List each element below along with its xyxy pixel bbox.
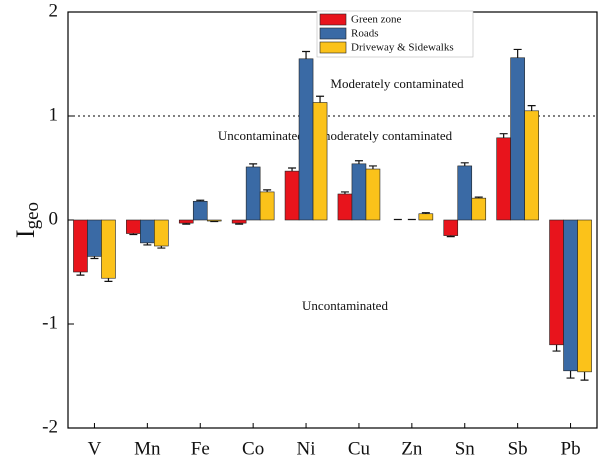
error-bar — [368, 165, 377, 170]
y-tick-label: -1 — [42, 312, 58, 333]
bar — [443, 219, 459, 236]
bar — [351, 163, 367, 221]
bar — [101, 219, 116, 279]
error-bar — [393, 218, 402, 221]
annotation: Moderately contaminated — [330, 76, 464, 91]
error-bar — [513, 48, 522, 58]
error-bar — [263, 189, 272, 192]
x-tick-label: Mn — [134, 438, 161, 459]
annotation: Uncontaminated — [302, 298, 388, 313]
bar — [245, 166, 261, 221]
bar — [524, 110, 539, 221]
legend-swatch — [319, 41, 347, 54]
bar — [192, 200, 208, 221]
legend-swatch — [319, 27, 347, 40]
y-label-sub: geo — [22, 202, 43, 229]
error-bar — [580, 371, 589, 381]
bar — [312, 102, 328, 221]
error-bar — [76, 272, 85, 276]
legend-label: Driveway & Sidewalks — [351, 42, 454, 54]
x-tick-label: Co — [242, 438, 264, 459]
error-bar — [354, 160, 363, 164]
error-bar — [235, 223, 244, 225]
bar — [365, 168, 381, 221]
bar — [178, 219, 194, 224]
legend-label: Green zone — [351, 14, 402, 26]
y-tick-label: -2 — [42, 416, 58, 437]
error-bar — [302, 50, 311, 59]
error-bar — [249, 163, 258, 167]
y-tick-label: 2 — [49, 0, 59, 21]
error-bar — [316, 95, 325, 103]
error-bar — [527, 105, 536, 111]
y-axis-label: Igeo — [11, 202, 43, 238]
legend-label: Roads — [351, 28, 379, 40]
bar — [563, 219, 578, 372]
error-bar — [196, 199, 205, 202]
x-tick-label: Sn — [455, 438, 476, 459]
bar — [284, 170, 300, 221]
x-tick-label: Pb — [561, 438, 581, 459]
x-tick-label: Ni — [297, 438, 316, 459]
bar — [140, 219, 155, 244]
error-bar — [566, 370, 575, 379]
error-bar — [474, 196, 483, 199]
error-bar — [340, 191, 349, 194]
bar — [577, 219, 592, 373]
y-tick-label: 0 — [49, 208, 59, 229]
x-tick-label: Zn — [401, 438, 423, 459]
error-bar — [182, 223, 191, 225]
bar — [549, 219, 564, 346]
bar — [259, 191, 275, 221]
bar — [154, 219, 169, 247]
bar — [510, 57, 525, 221]
error-bar — [143, 242, 152, 246]
x-tick-label: V — [88, 438, 102, 459]
error-bar — [552, 344, 561, 352]
bar — [73, 219, 88, 273]
x-tick-label: Fe — [191, 438, 210, 459]
x-tick-label: Cu — [348, 438, 371, 459]
bar — [206, 219, 222, 222]
y-label-main: I — [11, 229, 40, 238]
bar — [496, 137, 511, 221]
error-bar — [210, 220, 219, 223]
x-tick-label: Sb — [508, 438, 528, 459]
bar — [231, 219, 247, 224]
y-tick-label: 1 — [49, 104, 59, 125]
annotation: Uncontaminated to moderately contaminate… — [218, 128, 453, 143]
error-bar — [421, 212, 430, 214]
error-bar — [104, 278, 113, 282]
bar — [457, 165, 473, 221]
error-bar — [499, 133, 508, 138]
error-bar — [407, 218, 416, 221]
bar — [87, 219, 102, 257]
error-bar — [129, 233, 138, 236]
bar — [337, 193, 353, 221]
bar — [418, 213, 434, 221]
error-bar — [157, 246, 166, 249]
legend-swatch — [319, 13, 347, 26]
error-bar — [90, 256, 99, 260]
bar — [126, 219, 141, 234]
error-bar — [288, 167, 297, 172]
bar — [298, 58, 314, 221]
error-bar — [460, 162, 469, 166]
error-bar — [446, 235, 455, 238]
bar — [471, 197, 487, 221]
